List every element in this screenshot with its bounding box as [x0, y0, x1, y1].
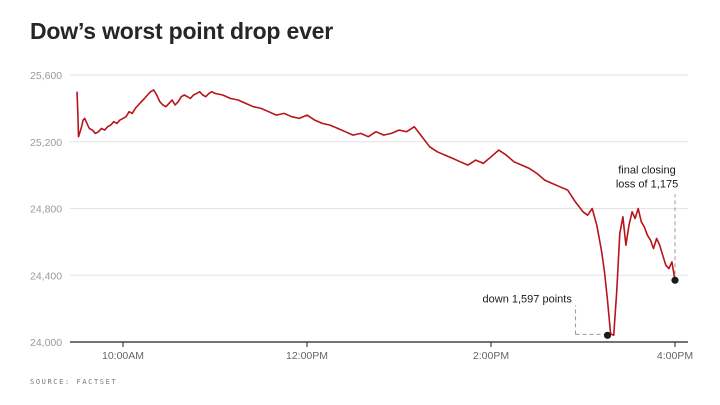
close-label-line2: loss of 1,175 [616, 178, 678, 190]
close-point-marker [671, 276, 679, 284]
source-note: SOURCE: FACTSET [30, 378, 118, 386]
low-point-label: down 1,597 points [483, 293, 573, 305]
x-axis-ticks: 10:00AM 12:00PM 2:00PM 4:00PM [102, 342, 693, 362]
y-axis-ticks: 25,600 25,200 24,800 24,400 24,000 [30, 70, 62, 349]
annotations: down 1,597 points final closing loss of … [483, 164, 679, 339]
x-tick-label: 4:00PM [657, 350, 693, 362]
x-tick-label: 2:00PM [473, 350, 509, 362]
y-tick-label: 24,400 [30, 270, 62, 282]
x-tick-label: 10:00AM [102, 350, 144, 362]
dow-price-line [76, 89, 676, 337]
y-tick-label: 24,000 [30, 337, 62, 349]
y-tick-label: 25,200 [30, 137, 62, 149]
y-tick-label: 25,600 [30, 70, 62, 82]
close-label-line1: final closing [618, 164, 675, 176]
grid-lines [70, 74, 688, 276]
x-tick-label: 12:00PM [286, 350, 328, 362]
low-point-marker [603, 331, 612, 339]
chart-title: Dow’s worst point drop ever [30, 18, 333, 44]
y-tick-label: 24,800 [30, 204, 62, 216]
